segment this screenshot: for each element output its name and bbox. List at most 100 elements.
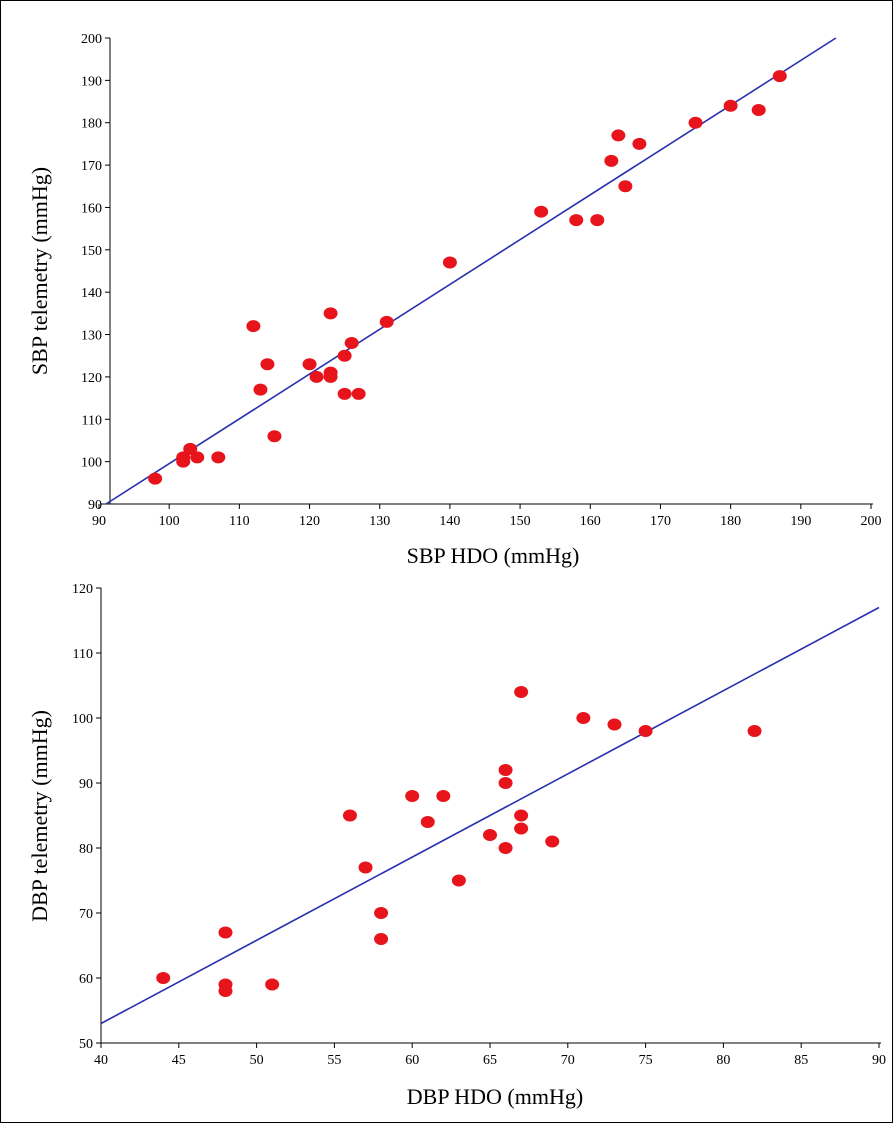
dbp-y-tick-label: 100 [72,712,93,727]
sbp-data-point [590,214,605,227]
sbp-data-point [337,349,352,362]
dbp-x-tick-label: 40 [94,1053,108,1068]
dbp-data-point [514,822,529,835]
sbp-data-point [688,116,703,129]
sbp-y-tick-label: 140 [81,286,102,301]
sbp-x-tick-label: 190 [790,514,811,529]
dbp-data-point [498,842,513,854]
dbp-ticks: 40 45 50 55 60 65 70 75 80 85 90 50 60 70 80 90 100 110 12… [72,582,886,1068]
sbp-data-point [309,370,324,383]
dbp-chart: 40 45 50 55 60 65 70 75 80 85 90 50 60 70 80 90 100 110 12… [27,582,886,1109]
sbp-data-point [611,129,626,142]
sbp-data-point [379,315,394,328]
sbp-data-point [176,451,191,464]
dbp-data-point [451,874,466,887]
sbp-fit-line [105,37,837,505]
dbp-data-point [265,978,280,991]
sbp-x-tick-label: 170 [650,514,671,529]
sbp-data-point [323,370,338,383]
sbp-chart: 90 100 110 120 130 140 150 160 170 180 190 200 90 100… [27,32,882,568]
sbp-y-tick-label: 160 [81,201,102,216]
dbp-y-tick-label: 90 [79,777,93,792]
sbp-data-point [344,337,359,350]
dbp-y-axis-title: DBP telemetry (mmHg) [27,710,52,922]
sbp-data-point [618,180,633,193]
sbp-x-axis-title: SBP HDO (mmHg) [407,543,580,568]
dbp-x-tick-label: 75 [639,1053,653,1068]
dbp-data-point [420,816,435,828]
dbp-data-point [374,933,389,945]
sbp-data-point [190,451,205,464]
dbp-data-point [545,835,560,848]
dbp-x-tick-label: 50 [250,1053,264,1068]
dbp-x-tick-label: 60 [405,1053,419,1068]
dbp-y-tick-label: 80 [79,842,93,857]
dbp-data-point [498,764,513,776]
sbp-x-tick-label: 140 [439,514,460,529]
dbp-y-tick-label: 120 [72,582,93,597]
dbp-x-tick-label: 85 [794,1053,808,1068]
dbp-data-point [218,926,233,939]
sbp-data-point [183,442,198,455]
dbp-data-point [483,829,497,841]
sbp-y-tick-label: 150 [81,244,102,259]
sbp-x-tick-label: 90 [92,514,106,529]
dbp-y-tick-label: 110 [73,647,93,662]
dbp-data-point [747,725,762,737]
sbp-y-tick-label: 90 [88,498,102,513]
sbp-data-point [302,358,317,371]
sbp-data-point [351,387,366,400]
dbp-points [156,686,762,997]
sbp-data-point [211,451,226,464]
sbp-data-point [604,154,619,167]
dbp-x-tick-label: 70 [561,1053,575,1068]
sbp-data-point [260,358,275,371]
dbp-data-point [405,790,420,802]
sbp-data-point [323,307,338,320]
dbp-data-point [607,718,622,731]
sbp-x-tick-label: 110 [229,514,249,529]
sbp-x-tick-label: 100 [159,514,180,529]
sbp-data-point [751,104,766,117]
sbp-data-point [772,70,787,83]
sbp-data-point [267,430,282,443]
sbp-y-tick-label: 110 [82,413,102,428]
sbp-data-point [148,472,163,485]
sbp-y-tick-label: 170 [81,159,102,174]
dbp-data-point [576,712,591,724]
sbp-x-tick-label: 160 [580,514,601,529]
dbp-data-point [358,861,373,874]
sbp-y-tick-label: 200 [81,32,102,47]
dbp-y-tick-label: 60 [79,972,93,987]
sbp-data-point [534,205,549,218]
dbp-x-tick-label: 80 [716,1053,730,1068]
dbp-data-point [342,809,357,822]
dbp-x-tick-label: 65 [483,1053,497,1068]
sbp-y-tick-label: 120 [81,371,102,386]
dbp-data-point [514,809,529,822]
dbp-data-point [374,907,389,919]
dbp-x-tick-label: 90 [872,1053,886,1068]
dbp-y-tick-label: 70 [79,907,93,922]
dbp-data-point [514,686,529,698]
dbp-data-point [156,972,171,984]
dbp-data-point [638,725,653,737]
sbp-data-point [337,387,352,400]
sbp-y-tick-label: 190 [81,74,102,89]
sbp-y-axis-title: SBP telemetry (mmHg) [27,167,52,375]
sbp-data-point [442,256,457,269]
sbp-x-tick-label: 150 [510,514,531,529]
dbp-x-axis-title: DBP HDO (mmHg) [407,1084,583,1109]
sbp-x-tick-label: 200 [861,514,882,529]
dbp-x-tick-label: 45 [172,1053,186,1068]
sbp-data-point [246,320,261,333]
sbp-x-tick-label: 130 [369,514,390,529]
dbp-data-point [436,790,451,802]
dbp-y-tick-label: 50 [79,1037,93,1052]
sbp-x-tick-label: 120 [299,514,320,529]
sbp-data-point [253,383,268,396]
sbp-y-tick-label: 180 [81,117,102,132]
sbp-y-tick-label: 100 [81,456,102,471]
sbp-x-tick-label: 180 [720,514,741,529]
